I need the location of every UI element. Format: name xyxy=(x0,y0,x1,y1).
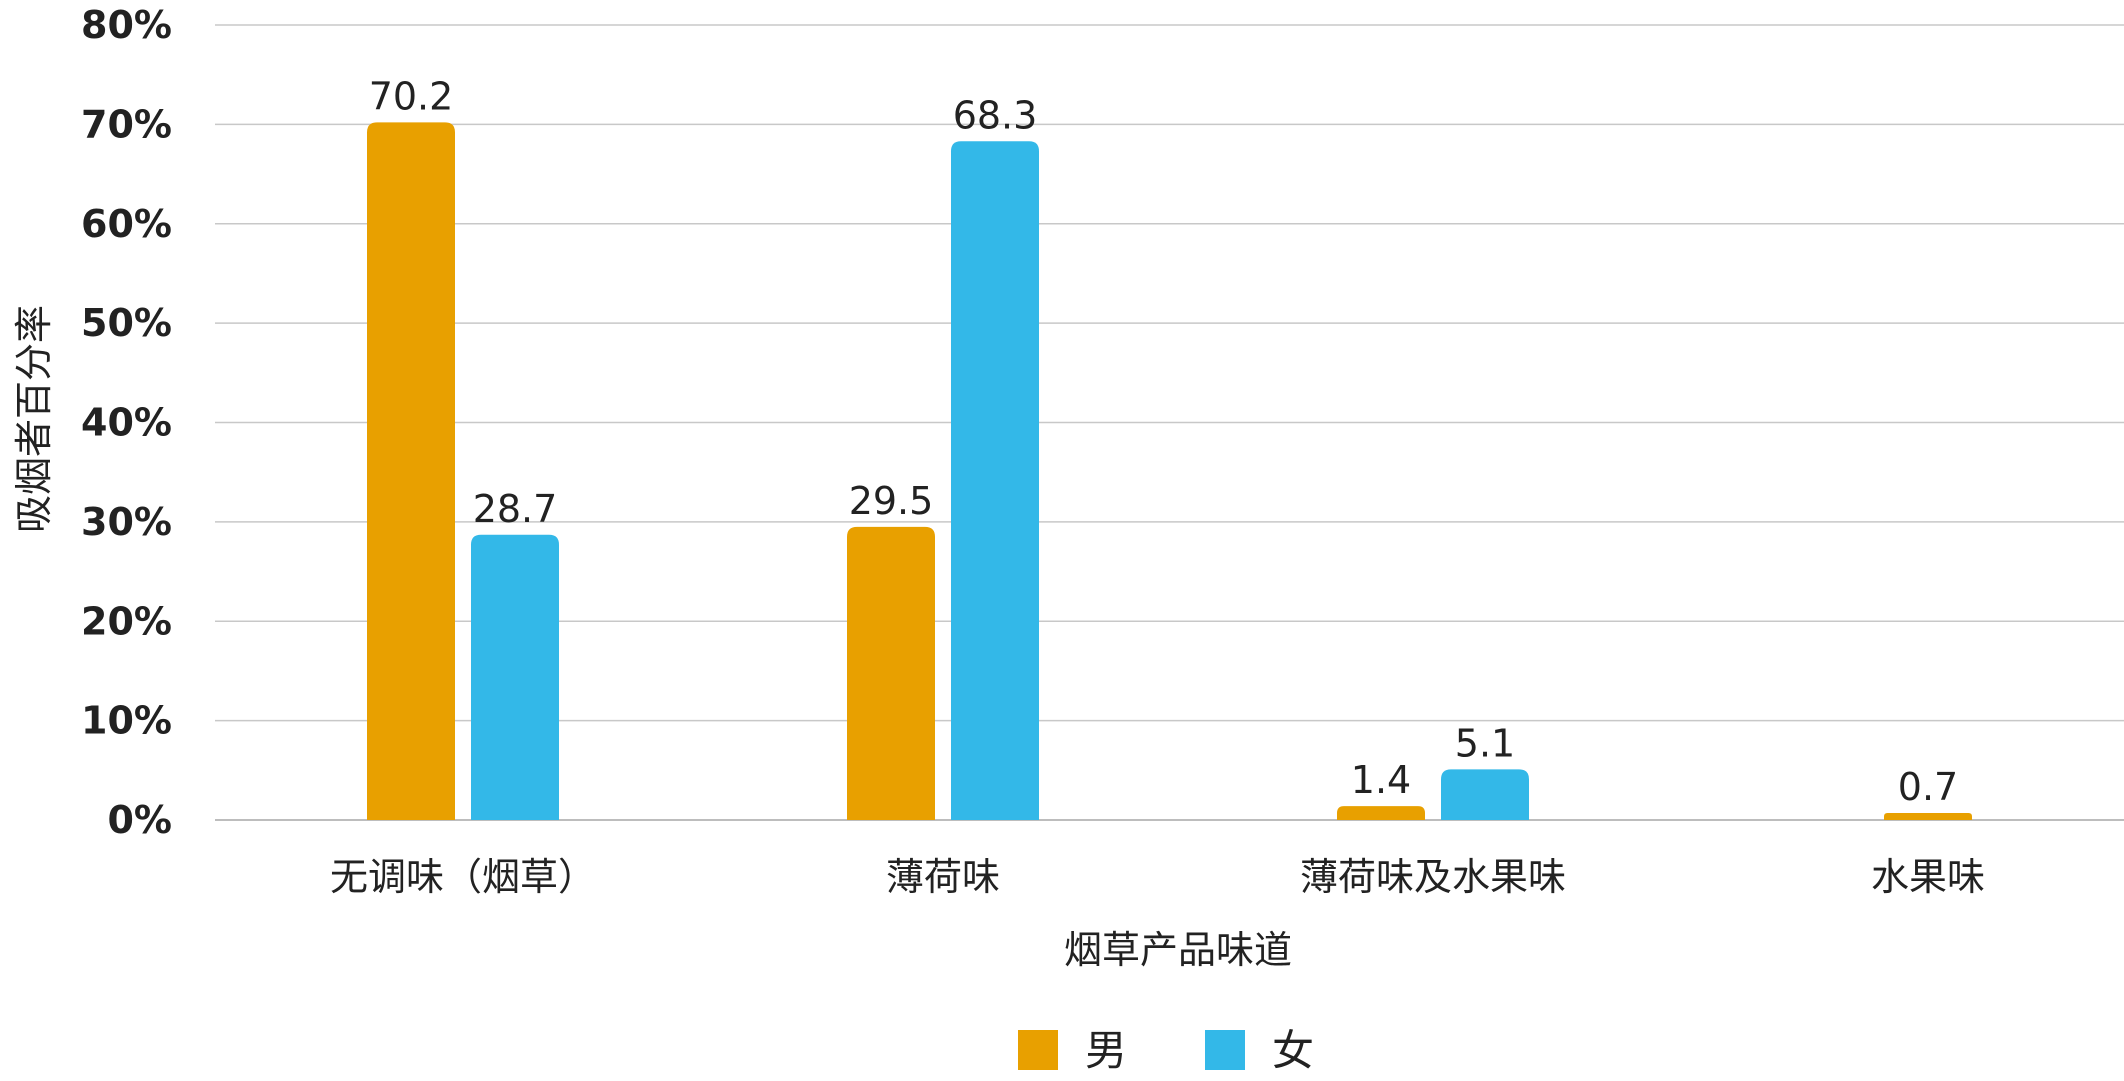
bar-female xyxy=(471,534,559,820)
x-category-label: 薄荷味及水果味 xyxy=(1300,855,1566,899)
x-category-label: 无调味（烟草） xyxy=(330,855,596,899)
legend-label: 男 xyxy=(1085,1026,1127,1075)
y-tick-label: 80% xyxy=(81,3,172,47)
y-tick-label: 30% xyxy=(81,500,172,544)
data-label: 68.3 xyxy=(953,93,1038,137)
legend: 男女 xyxy=(1018,1026,1314,1075)
y-axis-ticks: 0% 10% 20% 30% 40% 50% 60% 70% 80% xyxy=(81,3,172,842)
bar-male xyxy=(1337,806,1425,820)
legend-swatch xyxy=(1205,1030,1245,1070)
bar-male xyxy=(1884,813,1972,820)
y-tick-label: 60% xyxy=(81,202,172,246)
data-label: 5.1 xyxy=(1455,721,1515,765)
legend-swatch xyxy=(1018,1030,1058,1070)
y-tick-label: 70% xyxy=(81,102,172,146)
bar-male xyxy=(847,526,935,820)
data-label: 1.4 xyxy=(1351,758,1411,802)
bar-female xyxy=(1441,769,1529,820)
x-category-label: 水果味 xyxy=(1871,855,1985,899)
x-category-label: 薄荷味 xyxy=(886,855,1000,899)
y-axis-title: 吸烟者百分率 xyxy=(12,305,56,533)
y-tick-label: 40% xyxy=(81,401,172,445)
bar-female xyxy=(951,141,1039,821)
y-tick-label: 10% xyxy=(81,699,172,743)
y-tick-label: 50% xyxy=(81,301,172,345)
bars xyxy=(367,122,1972,821)
y-tick-label: 20% xyxy=(81,599,172,643)
x-axis-title: 烟草产品味道 xyxy=(1064,928,1292,972)
x-axis-categories: 无调味（烟草） 薄荷味 薄荷味及水果味 水果味 xyxy=(330,855,1985,899)
bar-male xyxy=(367,122,455,820)
value-labels: 70.2 28.7 29.5 68.3 1.4 5.1 0.7 xyxy=(369,74,1959,809)
data-label: 0.7 xyxy=(1898,765,1958,809)
y-tick-label: 0% xyxy=(107,798,172,842)
data-label: 70.2 xyxy=(369,74,454,118)
legend-label: 女 xyxy=(1272,1026,1314,1075)
data-label: 28.7 xyxy=(473,487,558,531)
data-label: 29.5 xyxy=(849,479,934,523)
